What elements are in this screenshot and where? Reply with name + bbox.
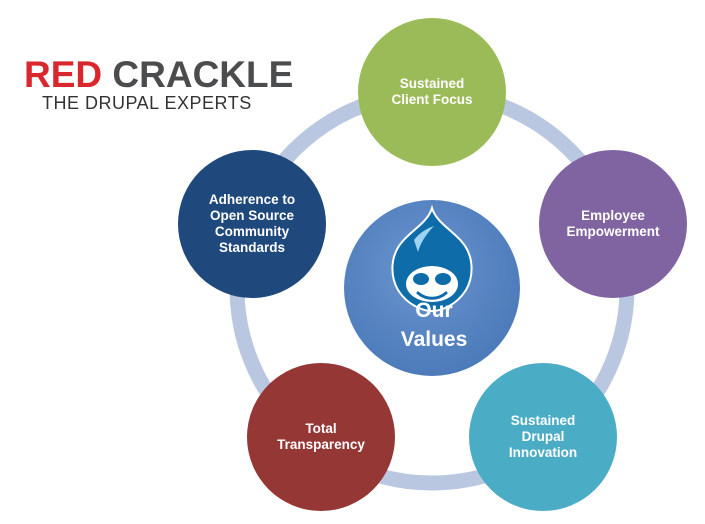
logo-word-red: RED [24, 54, 103, 95]
logo-tagline: THE DRUPAL EXPERTS [42, 93, 252, 113]
center-label: Our Values [400, 299, 468, 351]
logo-wordmark: RED CRACKLE [24, 56, 293, 93]
node-transparency-circle [247, 363, 395, 511]
node-label-open-source: Adherence to Open Source Community Stand… [208, 192, 296, 255]
node-label-transparency: Total Transparency [277, 421, 365, 452]
node-employee-empowerment-circle [539, 150, 687, 298]
node-label-employee-empowerment: Employee Empowerment [566, 208, 660, 239]
node-label-client-focus: Sustained Client Focus [391, 76, 473, 107]
node-drupal-innovation-circle [469, 363, 617, 511]
node-label-drupal-innovation: Sustained Drupal Innovation [508, 413, 578, 460]
node-client-focus-circle [358, 18, 506, 166]
drupal-drop-icon [391, 204, 473, 313]
logo-word-crackle: CRACKLE [112, 54, 294, 95]
red-crackle-logo: RED CRACKLE THE DRUPAL EXPERTS [24, 56, 293, 113]
node-open-source-circle [178, 150, 326, 298]
